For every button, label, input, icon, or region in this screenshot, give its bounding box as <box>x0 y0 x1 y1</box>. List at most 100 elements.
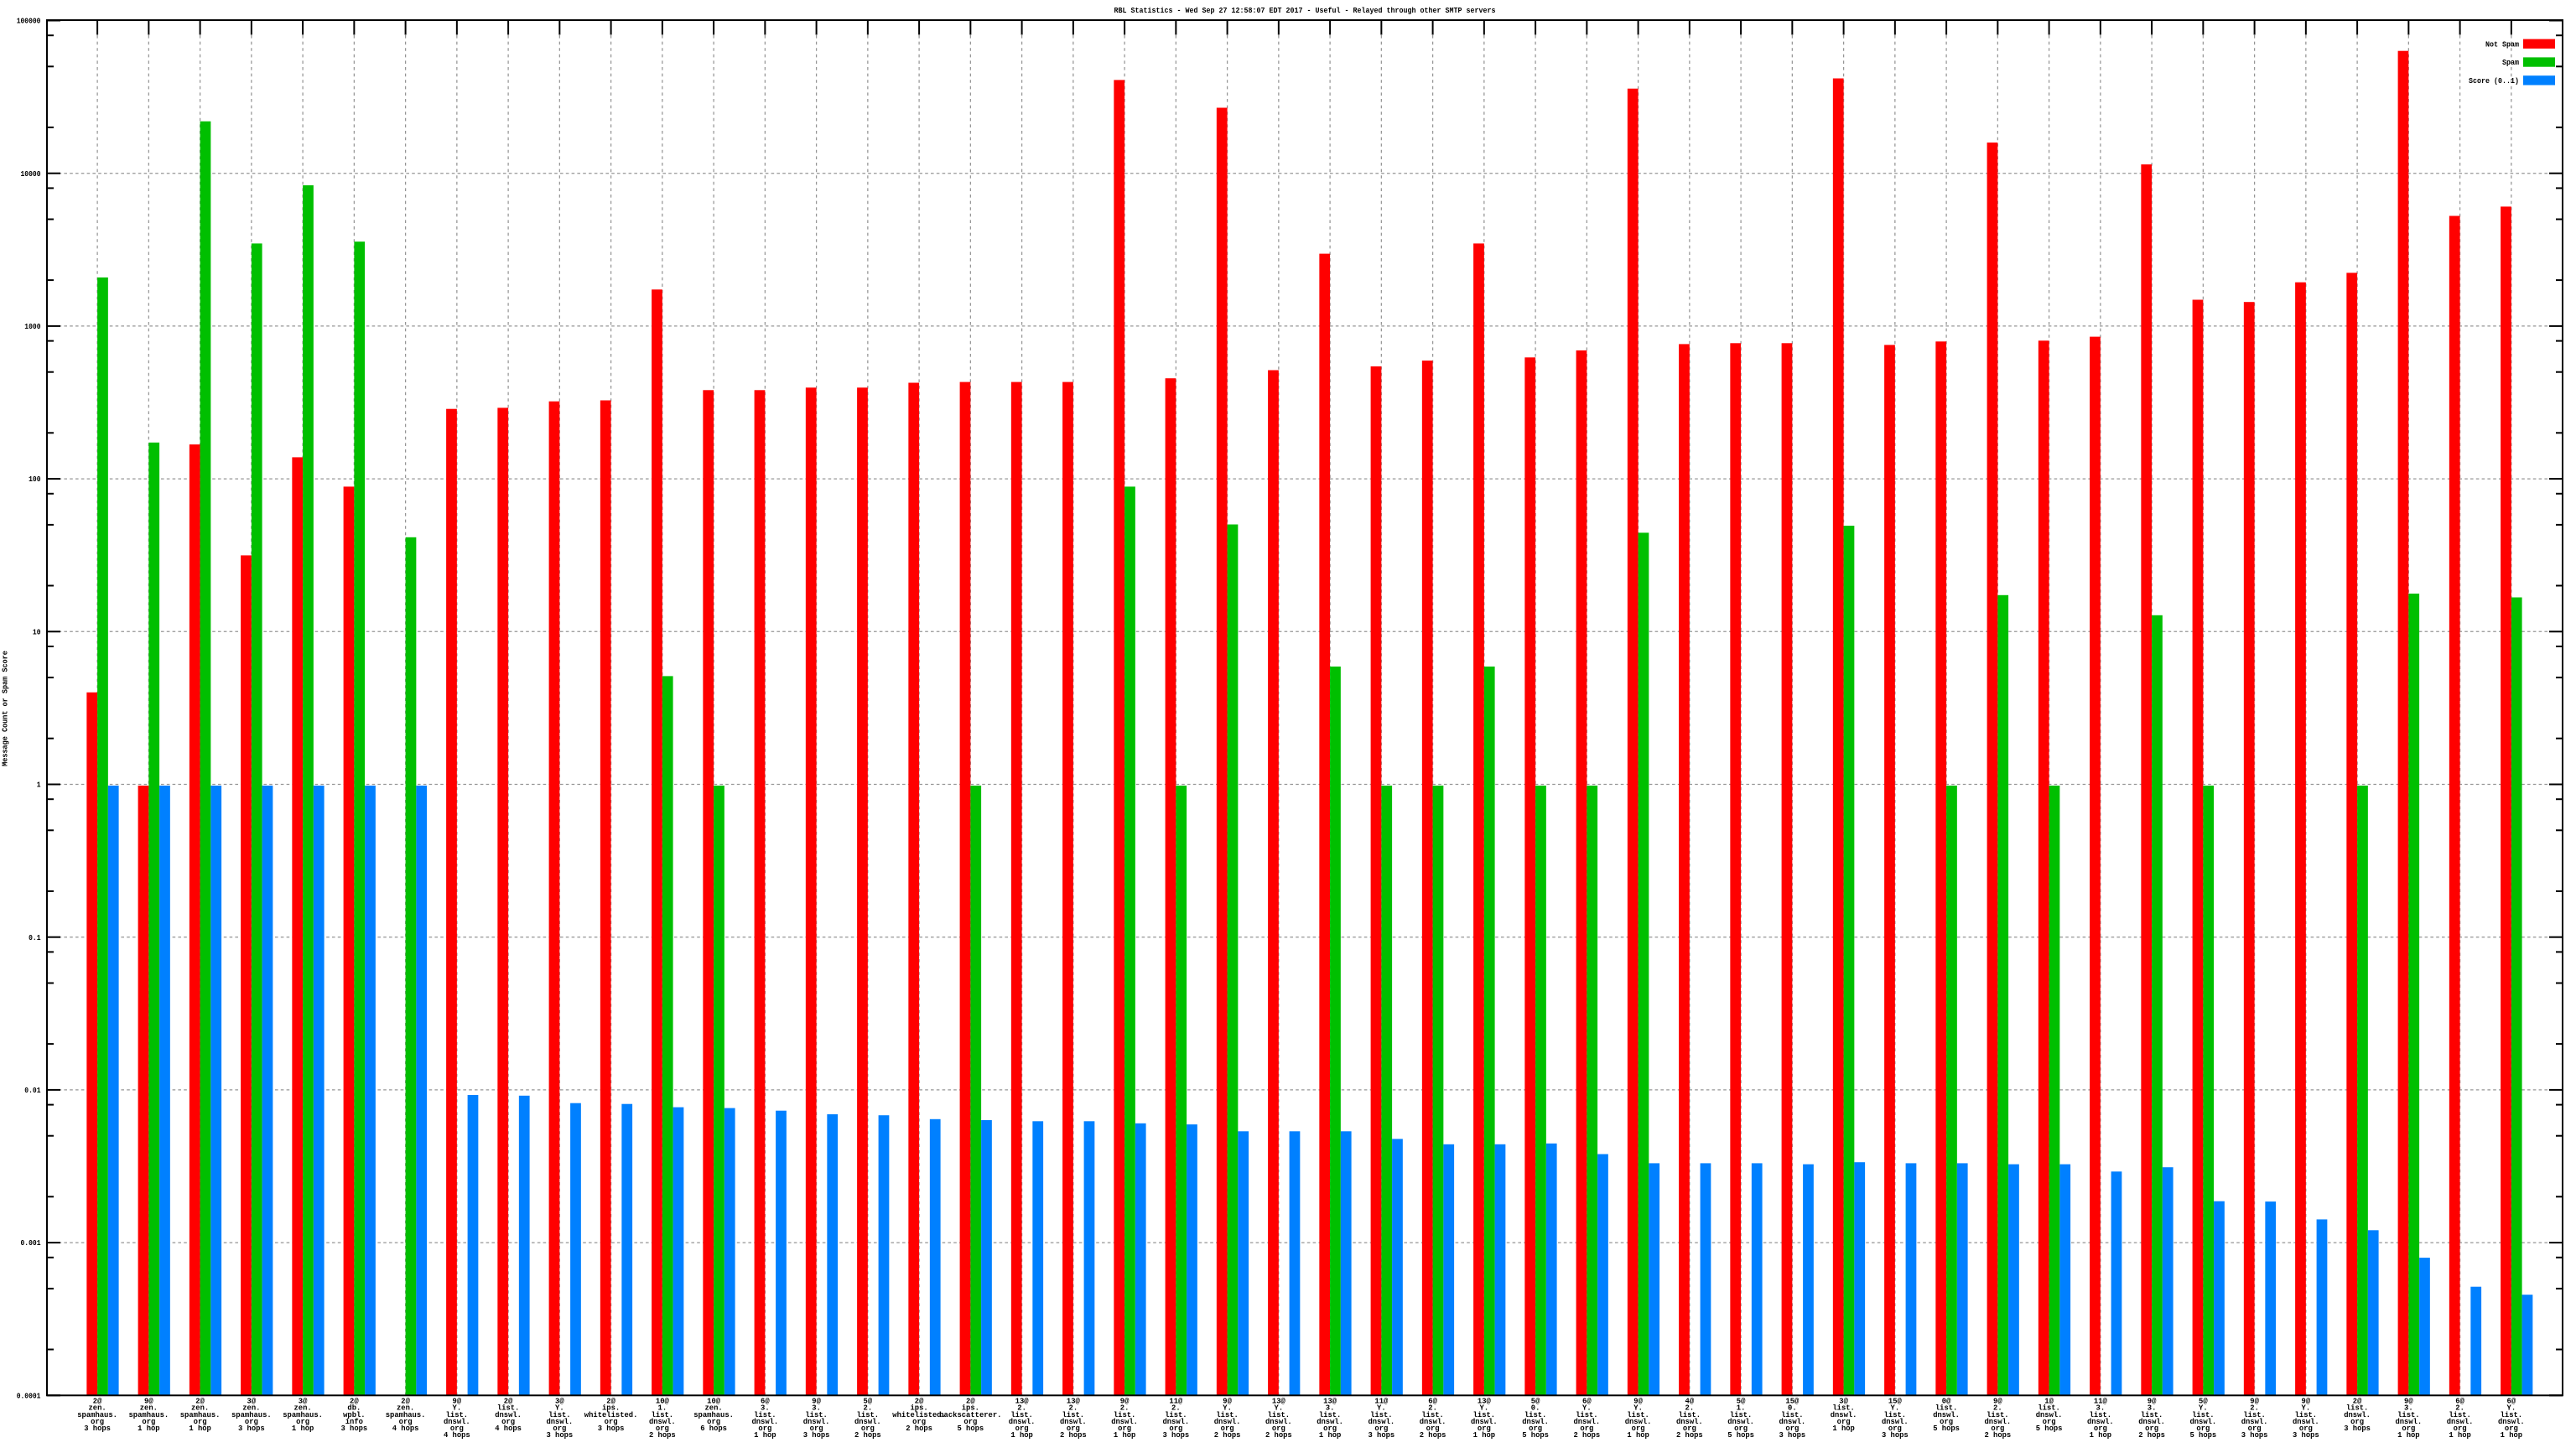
svg-text:list.: list. <box>2090 1410 2112 1419</box>
svg-text:list.: list. <box>1216 1410 1239 1419</box>
svg-text:dnswl.: dnswl. <box>444 1417 470 1426</box>
svg-text:dnswl.: dnswl. <box>803 1417 830 1426</box>
svg-text:Spam: Spam <box>2502 58 2519 67</box>
svg-text:org: org <box>963 1417 977 1426</box>
svg-text:1 hop: 1 hop <box>189 1424 211 1433</box>
svg-text:9@: 9@ <box>453 1397 462 1406</box>
svg-text:6 hops: 6 hops <box>700 1424 727 1433</box>
svg-text:Y.: Y. <box>2302 1404 2311 1413</box>
svg-text:org: org <box>1529 1424 1542 1433</box>
svg-text:org: org <box>1683 1424 1696 1433</box>
svg-text:list.: list. <box>1062 1410 1085 1419</box>
svg-text:org: org <box>707 1417 720 1426</box>
svg-text:org: org <box>1221 1424 1234 1433</box>
svg-text:org: org <box>1888 1424 1902 1433</box>
svg-text:13@: 13@ <box>1478 1397 1491 1406</box>
svg-text:org: org <box>245 1417 258 1426</box>
svg-text:2@: 2@ <box>966 1397 975 1406</box>
svg-text:Y.: Y. <box>453 1404 462 1413</box>
svg-text:list.: list. <box>2141 1410 2163 1419</box>
svg-text:dnswl.: dnswl. <box>2241 1417 2268 1426</box>
svg-text:1 hop: 1 hop <box>1319 1430 1342 1440</box>
svg-text:2 hops: 2 hops <box>1420 1430 1446 1440</box>
svg-text:dnswl.: dnswl. <box>1368 1417 1394 1426</box>
svg-text:3@: 3@ <box>247 1397 257 1406</box>
svg-text:org: org <box>1785 1424 1799 1433</box>
svg-text:2.: 2. <box>1428 1404 1437 1413</box>
svg-text:list.: list. <box>1370 1410 1393 1419</box>
svg-text:2.: 2. <box>1017 1404 1026 1413</box>
svg-text:1 hop: 1 hop <box>2090 1430 2112 1440</box>
svg-text:list.: list. <box>2449 1410 2471 1419</box>
svg-text:5 hops: 5 hops <box>1522 1430 1549 1440</box>
svg-text:1@: 1@ <box>2044 1397 2054 1406</box>
svg-text:2 hops: 2 hops <box>906 1424 932 1433</box>
svg-text:13@: 13@ <box>1067 1397 1080 1406</box>
svg-text:9@: 9@ <box>1120 1397 1130 1406</box>
svg-text:backscatterer.: backscatterer. <box>939 1410 1001 1419</box>
svg-text:org: org <box>1323 1424 1337 1433</box>
svg-text:org: org <box>912 1417 926 1426</box>
svg-text:dnswl.: dnswl. <box>751 1417 778 1426</box>
svg-text:zen.: zen. <box>89 1404 106 1413</box>
svg-text:5@: 5@ <box>2199 1397 2208 1406</box>
svg-text:2 hops: 2 hops <box>854 1430 881 1440</box>
svg-text:spamhaus.: spamhaus. <box>231 1410 272 1419</box>
svg-text:9@: 9@ <box>2302 1397 2311 1406</box>
svg-text:3 hops: 3 hops <box>1882 1430 1909 1440</box>
svg-text:db.: db. <box>347 1404 361 1413</box>
svg-text:spamhaus.: spamhaus. <box>283 1410 323 1419</box>
svg-text:list.: list. <box>1884 1410 1907 1419</box>
svg-text:2.: 2. <box>1171 1404 1181 1413</box>
svg-text:dnswl.: dnswl. <box>1009 1417 1036 1426</box>
svg-text:1 hop: 1 hop <box>1473 1430 1496 1440</box>
svg-text:3.: 3. <box>1326 1404 1335 1413</box>
svg-text:list.: list. <box>805 1410 828 1419</box>
svg-text:2 hops: 2 hops <box>649 1430 676 1440</box>
svg-text:list.: list. <box>2192 1410 2215 1419</box>
svg-text:dnswl.: dnswl. <box>1522 1417 1549 1426</box>
svg-text:list.: list. <box>548 1410 571 1419</box>
svg-text:1 hop: 1 hop <box>2449 1430 2471 1440</box>
svg-text:6@: 6@ <box>1428 1397 1437 1406</box>
svg-text:1000: 1000 <box>24 322 40 331</box>
svg-text:dnswl.: dnswl. <box>1060 1417 1087 1426</box>
svg-text:3.: 3. <box>761 1404 770 1413</box>
svg-text:whitelisted.: whitelisted. <box>584 1410 638 1419</box>
svg-text:org: org <box>2094 1424 2107 1433</box>
svg-text:whitelisted.: whitelisted. <box>892 1410 946 1419</box>
svg-text:dnswl.: dnswl. <box>546 1417 573 1426</box>
svg-text:dnswl.: dnswl. <box>1984 1417 2011 1426</box>
svg-text:9@: 9@ <box>812 1397 821 1406</box>
svg-text:3 hops: 3 hops <box>598 1424 625 1433</box>
svg-text:1.: 1. <box>1737 1404 1746 1413</box>
svg-text:org: org <box>1169 1424 1182 1433</box>
svg-text:org: org <box>1015 1424 1029 1433</box>
svg-text:3.: 3. <box>2096 1404 2106 1413</box>
svg-text:10@: 10@ <box>707 1397 720 1406</box>
svg-text:1 hop: 1 hop <box>754 1430 776 1440</box>
svg-text:9@: 9@ <box>2148 1397 2157 1406</box>
svg-text:3 hops: 3 hops <box>803 1430 830 1440</box>
svg-text:org: org <box>656 1424 669 1433</box>
svg-text:list.: list. <box>1473 1410 1496 1419</box>
svg-text:spamhaus.: spamhaus. <box>129 1410 169 1419</box>
svg-text:list.: list. <box>2038 1404 2060 1413</box>
svg-text:dnswl.: dnswl. <box>2447 1417 2474 1426</box>
svg-text:list.: list. <box>2501 1410 2523 1419</box>
svg-text:list.: list. <box>754 1410 776 1419</box>
svg-text:org: org <box>194 1417 207 1426</box>
svg-text:3.: 3. <box>2404 1404 2413 1413</box>
svg-text:9@: 9@ <box>2250 1397 2259 1406</box>
svg-text:6@: 6@ <box>761 1397 770 1406</box>
svg-text:3 hops: 3 hops <box>238 1424 265 1433</box>
svg-text:org: org <box>2350 1417 2364 1426</box>
svg-text:spamhaus.: spamhaus. <box>77 1410 117 1419</box>
svg-text:zen.: zen. <box>191 1404 209 1413</box>
svg-text:list.: list. <box>446 1410 469 1419</box>
svg-text:ips.: ips. <box>962 1404 979 1413</box>
svg-text:2.: 2. <box>1993 1404 2002 1413</box>
svg-text:org: org <box>1426 1424 1440 1433</box>
svg-text:1 hop: 1 hop <box>292 1424 314 1433</box>
svg-text:5 hops: 5 hops <box>957 1424 984 1433</box>
